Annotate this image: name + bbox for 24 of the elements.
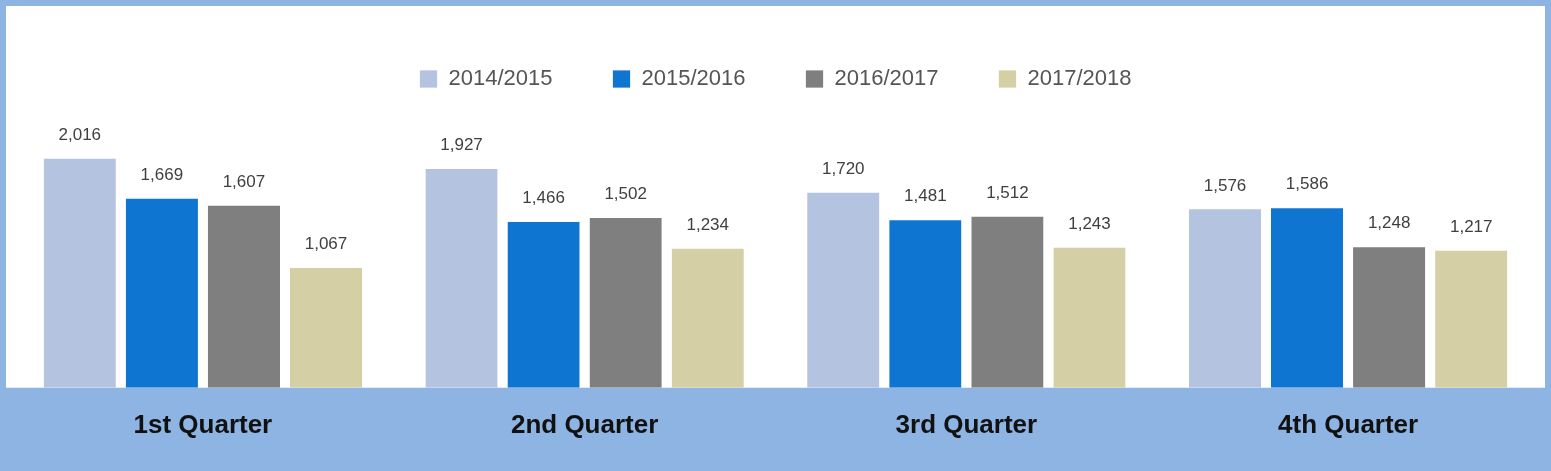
- data-label: 1,248: [1367, 213, 1411, 233]
- legend-label: 2016/2017: [834, 65, 939, 91]
- data-label: 1,927: [440, 135, 483, 155]
- data-label: 1,720: [821, 158, 865, 178]
- data-label: 1,512: [986, 182, 1029, 202]
- x-tick-label: 3rd Quarter: [895, 408, 1038, 439]
- x-tick-label: 1st Quarter: [133, 408, 273, 439]
- data-label: 2,016: [58, 124, 102, 144]
- data-label: 1,217: [1449, 216, 1493, 236]
- data-label: 1,502: [604, 184, 647, 204]
- x-tick-label: 4th Quarter: [1278, 408, 1419, 439]
- data-label: 1,576: [1203, 175, 1247, 195]
- data-label: 1,669: [140, 164, 184, 184]
- legend-label: 2015/2016: [641, 65, 746, 91]
- legend-label: 2017/2018: [1027, 65, 1132, 91]
- data-label: 1,607: [222, 171, 266, 191]
- data-label: 1,586: [1285, 174, 1329, 194]
- data-label: 1,243: [1068, 213, 1111, 233]
- data-label: 1,234: [686, 214, 730, 234]
- legend-label: 2014/2015: [448, 65, 553, 91]
- data-label: 1,466: [522, 188, 565, 208]
- x-tick-label: 2nd Quarter: [510, 408, 659, 439]
- data-label: 1,067: [304, 234, 348, 254]
- data-label: 1,481: [904, 186, 947, 206]
